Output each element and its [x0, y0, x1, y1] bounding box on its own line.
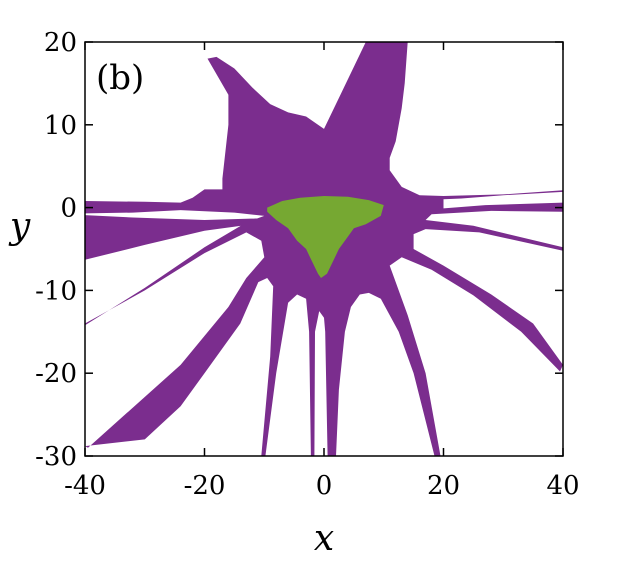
axis-ticks: -40 -20 0 20 40 20 10 0 -10 -20 -30	[35, 28, 579, 501]
y-tick-label: 0	[60, 194, 77, 224]
y-axis-label: y	[8, 206, 31, 247]
y-tick-label: 10	[44, 111, 77, 141]
panel-label: (b)	[96, 58, 144, 98]
y-tick-label: -30	[35, 442, 77, 472]
y-tick-label: -20	[35, 359, 77, 389]
y-tick-label: -10	[35, 276, 77, 306]
x-tick-label: 40	[546, 471, 579, 501]
plot-regions	[85, 42, 563, 456]
x-tick-label: -20	[184, 471, 226, 501]
x-tick-label: 0	[316, 471, 333, 501]
x-tick-label: 20	[427, 471, 460, 501]
y-tick-label: 20	[44, 28, 77, 58]
inner-region	[267, 196, 384, 278]
x-axis-label: x	[314, 518, 334, 559]
x-tick-label: -40	[64, 471, 106, 501]
